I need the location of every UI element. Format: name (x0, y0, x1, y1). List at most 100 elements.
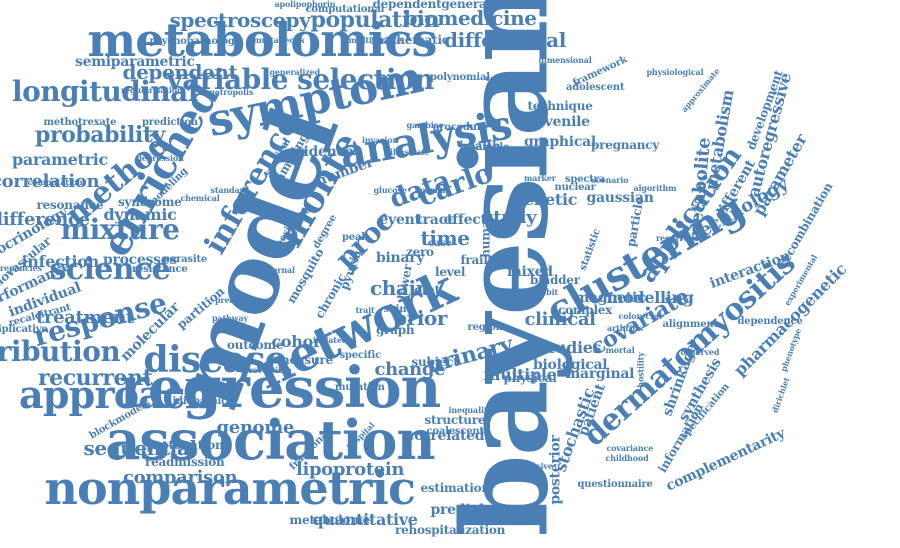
word-mathematic: mathematic (371, 33, 449, 47)
word-biological: biological (533, 357, 608, 373)
word-discrepancies: discrepancies (0, 263, 42, 273)
word-prediabetes: prediabetes (430, 502, 520, 518)
word-pathway: pathway (212, 313, 248, 323)
word-metabolomics: metabolomics (87, 13, 438, 67)
word-generalized: generalized (269, 67, 321, 77)
word-study: study (483, 207, 537, 228)
word-region: region (467, 322, 503, 333)
word-illustrate: illustrate (390, 147, 430, 157)
word-specific: specific (339, 350, 382, 361)
word-evidence: evidence (287, 144, 354, 160)
word-treatment: treatment (36, 307, 134, 328)
word-readmission: readmission (145, 455, 225, 469)
word-gaussian: gaussian (586, 190, 654, 206)
word-dynamic: dynamic (103, 205, 177, 224)
word-mortal: mortal (605, 345, 635, 355)
word-genetic: genetic (513, 190, 578, 209)
word-graph: graph (376, 323, 415, 337)
word-technique: technique (527, 99, 593, 113)
word-longitudinal: longitudinal (12, 75, 198, 108)
word-sample: sample (470, 142, 510, 153)
word-questionnaire: questionnaire (577, 479, 653, 490)
word-polynomial: polynomial (430, 72, 490, 83)
word-graphical: graphical (524, 134, 596, 150)
word-binary: binary (376, 250, 425, 266)
word-multiplicative: multiplicative (0, 324, 48, 335)
word-regularisation: regularisation (121, 85, 183, 95)
word-modelling: modelling (606, 288, 694, 307)
word-probability: probability (35, 122, 165, 148)
word-effect: effect (443, 212, 487, 228)
word-recurrence: recurrence (656, 233, 704, 243)
word-genome: genome (216, 417, 295, 438)
word-procedure: procedure (432, 122, 489, 133)
word-skin: skin (383, 304, 407, 315)
word-dirichlet: dirichlet (768, 375, 792, 415)
word-comparison: comparison (123, 467, 238, 488)
word-clinical: clinical (524, 309, 597, 330)
word-human: human (478, 212, 493, 258)
word-trait: trait (355, 305, 375, 315)
word-distribution: distribution (0, 335, 121, 368)
word-regression: regression (119, 355, 442, 421)
word-psychopathology: psychopathology (149, 36, 241, 47)
word-maternal: maternal (255, 265, 296, 275)
word-computation: computation (27, 177, 83, 187)
word-processes: processes (103, 252, 177, 268)
word-glucose: glucose (373, 185, 407, 195)
word-science: science (49, 252, 171, 287)
word-level: level (435, 265, 466, 279)
word-sequential: sequential (83, 436, 198, 460)
word-metropolis: metropolis (206, 87, 254, 97)
word-correlated: correlated (406, 428, 485, 444)
word-dependent: dependent (122, 60, 238, 84)
word-dimensional: dimensional (538, 55, 592, 65)
word-methotrexate: methotrexate (43, 117, 117, 128)
word-dependentgeneralized: dependentgeneralized (372, 0, 518, 11)
word-tract: tract (416, 212, 454, 228)
word-prior: prior (393, 306, 447, 330)
word-scenario: scenario (591, 175, 629, 185)
word-spectra: spectra (565, 174, 606, 185)
word-apolipophorin: apolipophorin (274, 0, 336, 9)
word-parasite: parasite (163, 254, 208, 265)
word-variable-selection: variable selection (166, 63, 435, 96)
word-case: case (428, 238, 452, 249)
word-semiparametric: semiparametric (75, 54, 195, 70)
word-marginal: marginal (565, 366, 635, 382)
word-depression: depression (136, 153, 184, 163)
word-syndrome: syndrome (118, 195, 182, 209)
word-depressive: depressive (507, 461, 553, 471)
word-juvenile: juvenile (530, 114, 590, 130)
word-chemical: chemical (180, 193, 220, 203)
word-conditional: conditional (485, 73, 535, 83)
word-zero: zero (406, 245, 434, 259)
word-chain: chain (370, 276, 430, 300)
word-recurrent: recurrent (38, 365, 153, 391)
word-multivariate: multivariate (348, 35, 402, 45)
word-simultaneous: simultaneous (246, 35, 305, 45)
word-mixture: mixture (60, 213, 180, 246)
word-reversible: reversible (248, 365, 292, 375)
word-time: time (420, 226, 471, 250)
word-marker: marker (524, 173, 556, 183)
word-change: change (374, 359, 446, 380)
word-predictor: predictor (215, 295, 256, 305)
word-mutation: mutation (335, 382, 385, 393)
word-estimation: estimation (420, 481, 491, 495)
word-metabolome: metabolome (289, 513, 371, 527)
word-measure: measure (277, 353, 333, 367)
word-coalescent: coalescent (426, 426, 485, 437)
word-idiopathic: idiopathic (172, 396, 228, 407)
word-subject: subject (411, 355, 459, 369)
word-joint: joint (410, 283, 440, 297)
word-significant: significant (492, 473, 539, 483)
word-invasion: invasion (362, 135, 399, 145)
word-infection: infection (21, 252, 100, 271)
word-correlation: correlation (0, 171, 100, 192)
word-complex: complex (558, 303, 613, 317)
word-disease: disease (143, 339, 288, 381)
word-mixed: mixed (507, 264, 553, 280)
word-protonation: protonation (146, 438, 224, 452)
